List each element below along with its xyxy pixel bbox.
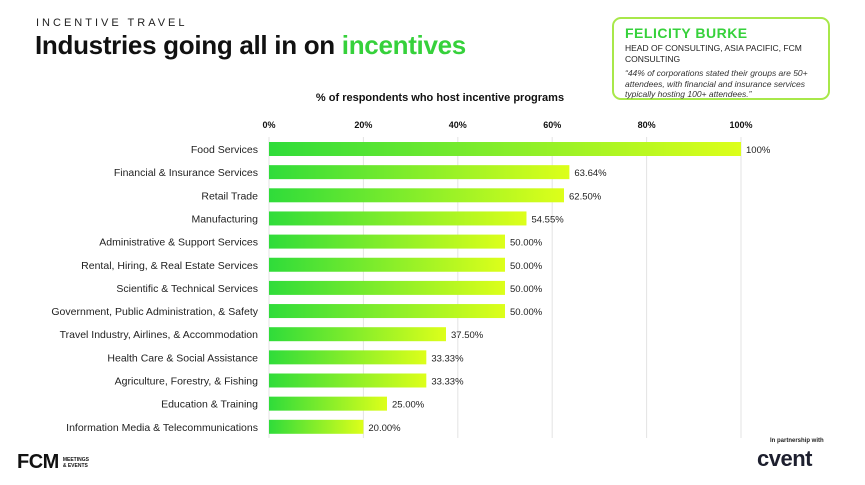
bar [269, 419, 364, 434]
data-label: 62.50% [569, 191, 602, 202]
x-tick-label: 60% [543, 120, 561, 130]
eyebrow-label: INCENTIVE TRAVEL [36, 17, 188, 29]
fcm-logo-word: FCM [17, 451, 59, 473]
partner-label: In partnership with [770, 438, 824, 444]
bar [269, 165, 570, 180]
x-tick-label: 40% [449, 120, 467, 130]
category-label: Food Services [191, 144, 258, 156]
category-label: Information Media & Telecommunications [66, 422, 258, 434]
cvent-logo: cvent [757, 446, 812, 471]
data-label: 50.00% [510, 261, 543, 272]
x-tick-label: 80% [638, 120, 656, 130]
category-label: Education & Training [161, 399, 258, 411]
bar-layer [269, 142, 741, 434]
bar [269, 373, 427, 388]
category-label: Retail Trade [201, 190, 258, 202]
category-label: Financial & Insurance Services [114, 167, 258, 179]
data-label: 63.64% [574, 168, 607, 179]
x-tick-label: 100% [729, 120, 752, 130]
category-label: Scientific & Technical Services [116, 283, 258, 295]
bar [269, 396, 387, 411]
bar [269, 304, 505, 319]
data-label: 25.00% [392, 400, 425, 411]
data-label: 54.55% [531, 214, 564, 225]
label-layer: Food Services 100% Financial & Insurance S… [51, 144, 770, 434]
data-label: 50.00% [510, 238, 543, 249]
data-label: 37.50% [451, 330, 484, 341]
bar [269, 280, 505, 295]
bar [269, 211, 527, 226]
category-label: Manufacturing [191, 213, 258, 225]
category-label: Agriculture, Forestry, & Fishing [115, 376, 259, 388]
quote-text: “44% of corporations stated their groups… [625, 68, 808, 99]
fcm-sub-line1: MEETINGS [62, 456, 89, 463]
quote-card: FELICITY BURKE HEAD OF CONSULTING, ASIA … [612, 17, 830, 100]
data-label: 33.33% [431, 377, 464, 388]
x-tick-label: 0% [262, 120, 275, 130]
bar [269, 234, 505, 249]
page-title: Industries going all in on incentives [35, 30, 466, 61]
data-label: 50.00% [510, 284, 543, 295]
category-label: Travel Industry, Airlines, & Accommodati… [60, 329, 259, 341]
category-label: Health Care & Social Assistance [107, 352, 258, 364]
data-label: 33.33% [431, 353, 464, 364]
bar [269, 350, 427, 365]
bar [269, 327, 446, 342]
data-label: 50.00% [510, 307, 543, 318]
category-label: Administrative & Support Services [99, 237, 258, 249]
x-tick-label: 20% [354, 120, 372, 130]
fcm-logo: FCM MEETINGS & EVENTS [17, 451, 89, 474]
chart-title: % of respondents who host incentive prog… [316, 92, 564, 104]
bar [269, 188, 564, 203]
data-label: 20.00% [368, 423, 401, 434]
bar [269, 142, 741, 156]
quote-role: HEAD OF CONSULTING, ASIA PACIFIC, FCM CO… [625, 43, 802, 64]
tick-layer: 0% 20% 40% 60% 80% 100% [262, 120, 752, 130]
category-label: Rental, Hiring, & Real Estate Services [81, 260, 258, 272]
data-label: 100% [746, 145, 771, 156]
title-accent: incentives [341, 30, 466, 60]
bar [269, 257, 505, 272]
category-label: Government, Public Administration, & Saf… [51, 306, 258, 318]
quote-name: FELICITY BURKE [625, 25, 748, 41]
fcm-sub-line2: & EVENTS [62, 462, 88, 469]
grid-layer [268, 137, 742, 438]
fcm-logo-sub: MEETINGS & EVENTS [63, 457, 89, 469]
title-main: Industries going all in on [35, 30, 342, 60]
